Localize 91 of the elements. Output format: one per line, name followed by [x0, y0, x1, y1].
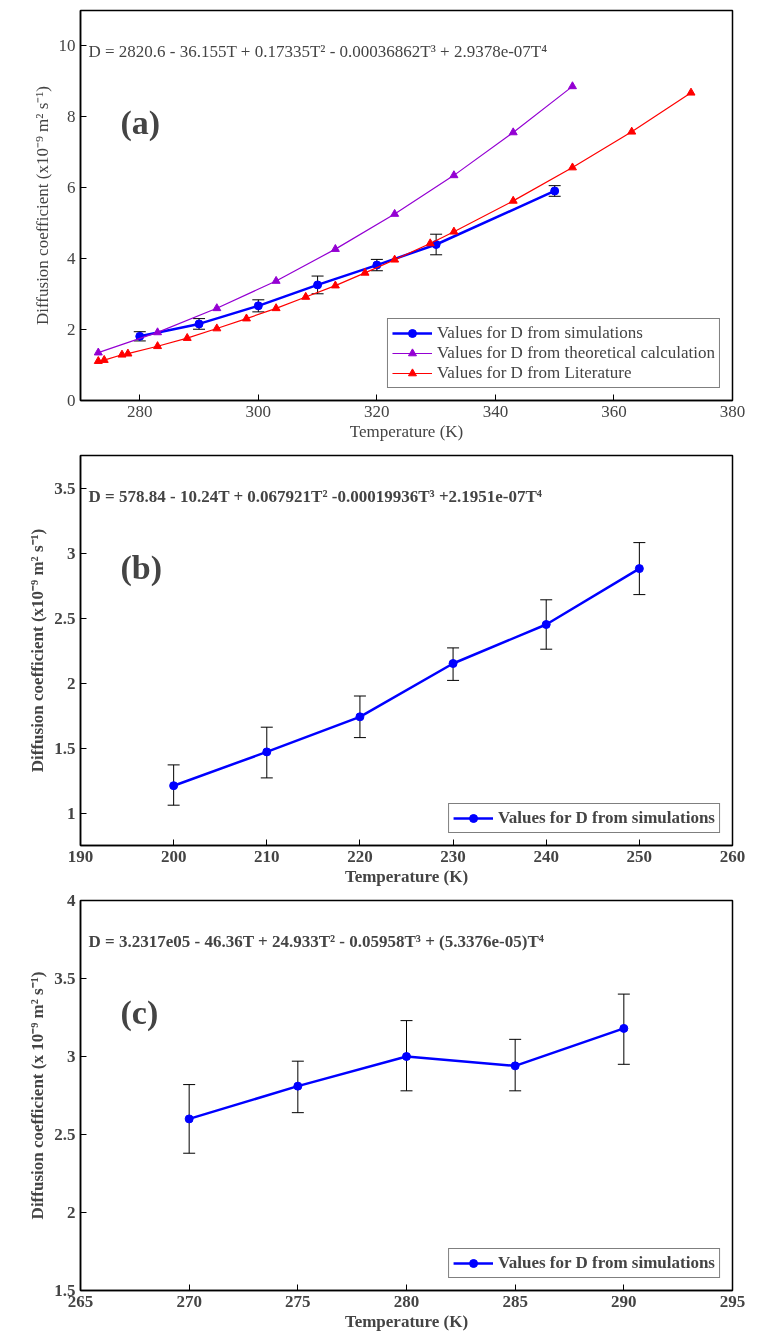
legend-label: Values for D from theoretical calculation	[436, 343, 715, 363]
point	[686, 87, 696, 96]
point	[508, 127, 518, 136]
point	[510, 1061, 520, 1071]
y-tick-label: 0	[67, 391, 76, 410]
x-tick-label: 270	[176, 1291, 202, 1311]
legend-label: Values for D from Literature	[436, 363, 632, 383]
annotation: D = 2820.6 - 36.155T + 0.17335T² - 0.00036862T³ + 2.9378e-07T⁴	[88, 41, 548, 61]
y-tick-label: 6	[67, 178, 76, 198]
y-tick-label: 2	[67, 1203, 76, 1222]
x-tick-label: 360	[601, 401, 627, 421]
point	[330, 280, 340, 289]
point	[169, 781, 179, 791]
legend-label: Values for D from simulations	[498, 1253, 715, 1273]
point	[425, 238, 435, 247]
point	[241, 313, 251, 322]
legend-label: Values for D from simulations	[436, 323, 643, 343]
y-tick-label: 4	[67, 891, 76, 910]
point	[360, 267, 370, 276]
point	[301, 291, 311, 300]
x-tick-label: 280	[127, 401, 153, 421]
point	[390, 208, 400, 217]
point	[271, 303, 281, 312]
x-tick-label: 300	[245, 401, 272, 421]
x-tick-label: 230	[440, 846, 466, 866]
y-axis-title: Diffusion coefficient (x10⁻⁹ m² s⁻¹)	[32, 85, 52, 325]
point	[619, 1023, 629, 1033]
x-axis-title: Temperature (K)	[344, 866, 469, 886]
point	[262, 747, 272, 757]
x-tick-label: 240	[533, 846, 559, 866]
point	[390, 254, 400, 263]
annotation: D = 578.84 - 10.24T + 0.067921T² -0.00019936T³ +2.1951e-07T⁴	[88, 486, 542, 506]
point	[313, 280, 323, 290]
x-axis-title: Temperature (K)	[344, 1311, 469, 1331]
x-tick-label: 285	[502, 1291, 528, 1311]
point	[449, 226, 459, 235]
x-tick-label: 250	[626, 846, 653, 866]
x-tick-label: 320	[364, 401, 390, 421]
y-tick-label: 1	[67, 803, 76, 823]
annotation: D = 3.2317e05 - 46.36T + 24.933T² - 0.05958T³ + (5.3376e-05)T⁴	[88, 931, 544, 951]
y-axis-title: Diffusion coefficient (x 10⁻⁹ m² s⁻¹)	[28, 971, 48, 1220]
x-tick-label: 295	[719, 1291, 746, 1311]
y-axis-title: Diffusion coefficient (x10⁻⁹ m² s⁻¹)	[28, 528, 48, 773]
y-tick-label: 3.5	[54, 969, 76, 988]
point	[271, 275, 281, 284]
y-tick-label: 3.5	[54, 478, 76, 498]
y-tick-label: 1.5	[54, 738, 76, 758]
point	[212, 303, 222, 312]
x-tick-label: 380	[719, 401, 746, 421]
point	[153, 327, 163, 336]
point	[182, 332, 192, 341]
point	[123, 348, 133, 357]
y-tick-label: 2	[67, 320, 76, 340]
point	[293, 1081, 303, 1091]
x-tick-label: 190	[67, 846, 94, 866]
x-tick-label: 290	[611, 1291, 637, 1311]
y-tick-label: 3	[67, 1047, 76, 1066]
point	[153, 341, 163, 350]
x-tick-label: 260	[719, 846, 746, 866]
point	[402, 1052, 411, 1061]
point	[567, 162, 577, 171]
point	[449, 170, 459, 179]
y-tick-label: 3	[67, 543, 76, 563]
x-tick-label: 220	[347, 846, 373, 866]
point	[541, 620, 551, 629]
x-tick-label: 210	[254, 846, 280, 866]
point	[330, 243, 340, 252]
point	[212, 323, 222, 332]
x-tick-label: 200	[160, 846, 187, 866]
annotation: (c)	[120, 993, 159, 1032]
point	[627, 126, 637, 135]
point	[448, 659, 458, 668]
point	[508, 195, 518, 204]
y-tick-label: 2	[67, 673, 76, 693]
point	[634, 564, 644, 574]
annotation: (b)	[120, 548, 163, 587]
x-axis-title: Temperature (K)	[349, 421, 464, 441]
y-tick-label: 4	[67, 249, 76, 269]
legend-label: Values for D from simulations	[498, 808, 715, 828]
y-tick-label: 2.5	[54, 608, 76, 628]
x-tick-label: 275	[285, 1291, 311, 1311]
x-tick-label: 280	[393, 1291, 420, 1311]
point	[567, 81, 577, 90]
point	[184, 1114, 194, 1124]
y-tick-label: 2.5	[54, 1125, 76, 1144]
y-tick-label: 10	[58, 36, 76, 56]
point	[355, 712, 365, 722]
annotation: (a)	[120, 103, 161, 142]
point	[93, 347, 103, 356]
x-tick-label: 340	[482, 401, 509, 421]
y-tick-label: 8	[67, 107, 76, 127]
